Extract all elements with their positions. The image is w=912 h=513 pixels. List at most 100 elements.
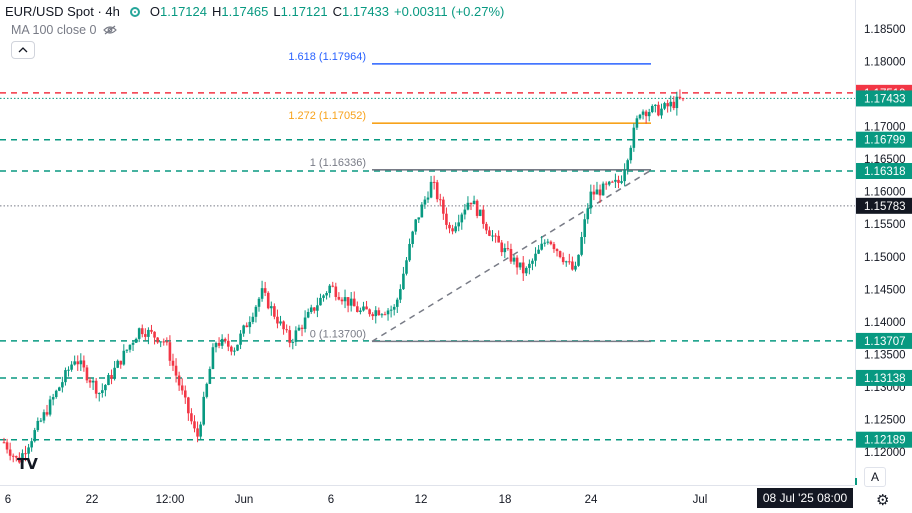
candle-body	[248, 321, 252, 328]
candle	[297, 324, 301, 332]
candle	[435, 179, 439, 203]
candle-body	[223, 338, 227, 341]
candle	[525, 266, 528, 276]
candle-body	[214, 342, 218, 348]
candle	[408, 238, 411, 262]
candle	[457, 214, 461, 232]
candle-body	[660, 108, 663, 116]
candle	[475, 199, 479, 219]
candle-body	[39, 420, 43, 422]
candle	[552, 241, 556, 253]
candle-body	[451, 228, 454, 232]
indicator-legend[interactable]: MA 100 close 0	[11, 23, 118, 37]
candle-body	[18, 457, 21, 463]
candle-body	[509, 248, 513, 262]
candle	[423, 196, 427, 209]
candle-body	[641, 111, 645, 115]
candle-body	[669, 101, 673, 107]
candle-body	[463, 209, 467, 215]
candle-body	[478, 209, 482, 216]
candle	[334, 282, 338, 301]
candle-body	[251, 316, 255, 322]
candle-body	[303, 317, 307, 329]
candle	[515, 255, 519, 275]
low-value: 1.17121	[280, 4, 328, 19]
candle-body	[36, 420, 40, 431]
candle-body	[574, 265, 577, 270]
candle	[620, 175, 623, 185]
candle-body	[190, 413, 193, 422]
candle-body	[211, 347, 215, 369]
candle	[595, 181, 599, 195]
candle-body	[61, 382, 64, 388]
candle	[558, 250, 562, 259]
candle-body	[571, 261, 574, 270]
candle	[549, 240, 553, 246]
candle-body	[543, 242, 547, 244]
gear-icon[interactable]: ⚙	[876, 492, 890, 509]
candle	[383, 311, 387, 316]
candle	[574, 261, 577, 272]
candle	[107, 372, 110, 386]
candle	[374, 306, 378, 324]
candle	[309, 304, 313, 314]
candle	[518, 262, 522, 270]
candle	[402, 266, 405, 290]
candle-body	[586, 208, 590, 220]
candle	[104, 384, 107, 397]
candle	[392, 304, 396, 316]
price-tag-bg	[856, 431, 912, 448]
candle	[675, 91, 679, 116]
time-tick-label: Jul	[693, 494, 708, 506]
candle	[14, 455, 18, 462]
hidden-eye-icon[interactable]	[103, 25, 118, 35]
candle	[577, 254, 580, 267]
candle-body	[438, 199, 442, 201]
symbol-title[interactable]: EUR/USD Spot · 4h	[5, 4, 120, 19]
candle-body	[592, 191, 596, 195]
candle-body	[291, 341, 295, 343]
candle-body	[294, 330, 298, 342]
candle-body	[125, 349, 129, 351]
collapse-legend-button[interactable]	[11, 41, 35, 59]
candle	[561, 252, 565, 265]
candle-body	[79, 360, 83, 365]
candle	[454, 222, 457, 234]
candle	[313, 307, 316, 314]
candle-body	[445, 213, 448, 225]
candle-body	[611, 181, 614, 183]
candle-body	[411, 231, 414, 244]
candle-body	[644, 111, 648, 117]
candle	[469, 202, 473, 211]
candle-body	[383, 314, 387, 316]
candle-body	[408, 243, 411, 261]
candle-body	[681, 98, 685, 100]
candle	[273, 303, 276, 320]
candle-body	[14, 456, 18, 458]
candle	[294, 326, 298, 347]
candle-body	[42, 412, 46, 421]
candle	[125, 349, 129, 353]
candle-body	[51, 397, 55, 400]
auto-scale-button[interactable]: A	[864, 467, 886, 487]
candle	[568, 253, 571, 265]
candle	[488, 226, 491, 237]
candle	[586, 203, 590, 224]
candle-body	[27, 447, 30, 454]
candle-body	[469, 202, 473, 205]
candle	[451, 224, 454, 235]
candle-body	[122, 350, 126, 365]
candle-body	[552, 244, 556, 250]
candle-body	[263, 288, 267, 293]
candle-body	[475, 200, 479, 216]
candle	[220, 334, 224, 349]
time-tick-label: 22	[86, 494, 99, 506]
candle	[187, 396, 190, 421]
price-tick-label: 1.14500	[864, 284, 906, 296]
candle	[325, 291, 328, 300]
candle-body	[269, 306, 273, 309]
candle-body	[168, 342, 172, 361]
candle-body	[322, 295, 325, 298]
candle-body	[165, 341, 169, 343]
